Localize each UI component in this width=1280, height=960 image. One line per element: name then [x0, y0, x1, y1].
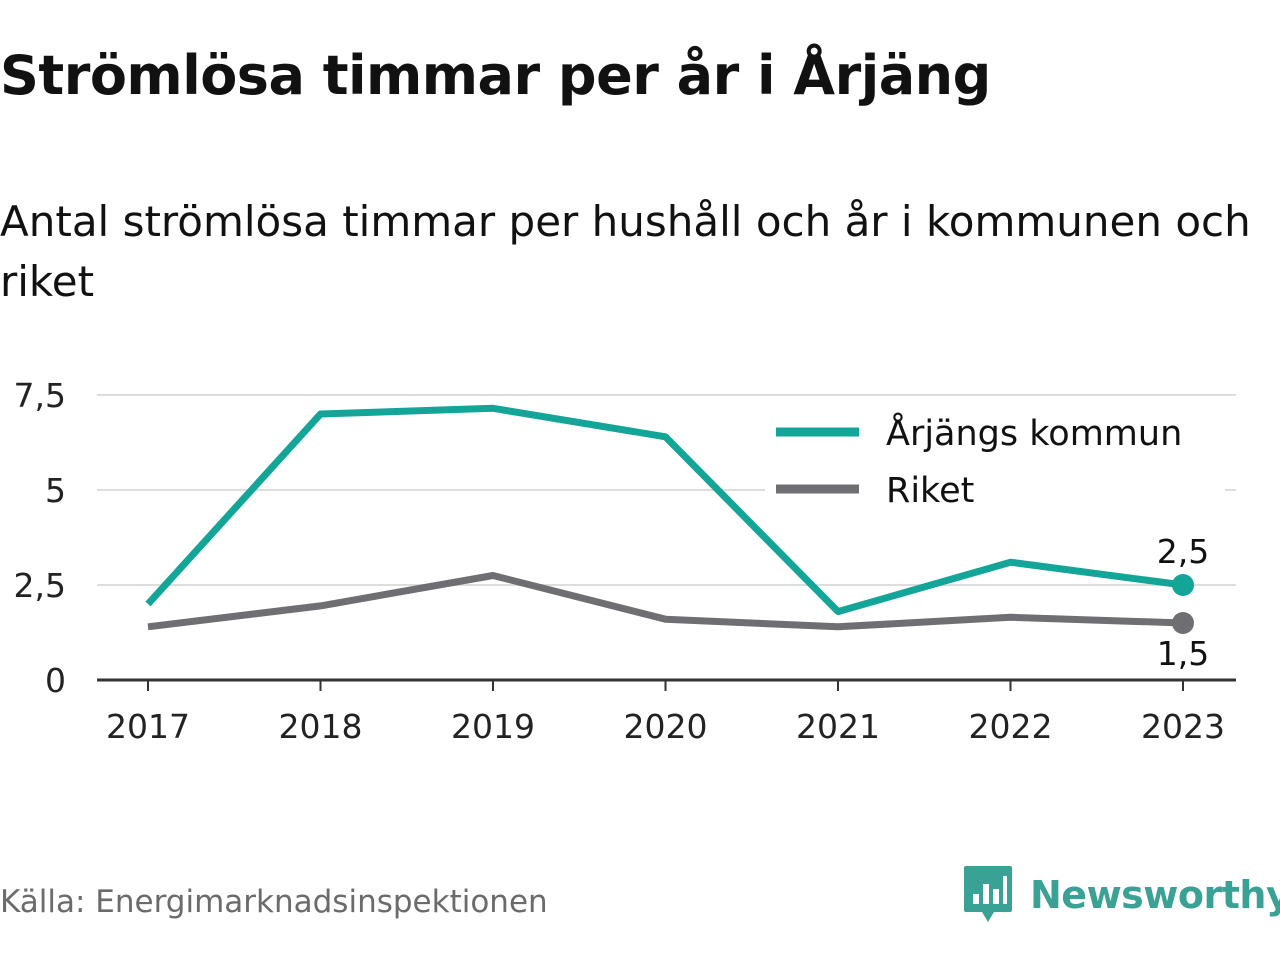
y-tick-label: 7,5 — [14, 376, 66, 415]
y-tick-label: 0 — [45, 661, 66, 700]
newsworthy-logo-icon — [964, 866, 1012, 922]
legend-background — [765, 398, 1225, 520]
brand-name: Newsworthy — [1030, 873, 1280, 917]
y-tick-label: 5 — [45, 471, 66, 510]
series-end-point — [1172, 574, 1194, 596]
x-tick-label: 2017 — [106, 707, 190, 746]
data-label: 2,5 — [1157, 532, 1209, 571]
chart-title: Strömlösa timmar per år i Årjäng — [0, 44, 991, 107]
x-tick-label: 2021 — [796, 707, 880, 746]
series-end-point — [1172, 612, 1194, 634]
brand-logo[interactable]: Newsworthy — [962, 862, 1280, 928]
x-tick-label: 2022 — [969, 707, 1053, 746]
legend-label: Årjängs kommun — [886, 411, 1182, 454]
chart-subtitle: Antal strömlösa timmar per hushåll och å… — [0, 197, 1251, 306]
legend-label: Riket — [886, 471, 974, 511]
data-label: 1,5 — [1157, 634, 1209, 673]
source-note: Källa: Energimarknadsinspektionen — [0, 884, 548, 920]
x-tick-label: 2020 — [624, 707, 708, 746]
x-tick-label: 2023 — [1141, 707, 1225, 746]
x-tick-label: 2019 — [451, 707, 535, 746]
series-line-årjängs-kommun — [145, 404, 1184, 616]
y-tick-label: 2,5 — [14, 566, 66, 605]
x-tick-label: 2018 — [279, 707, 363, 746]
series-line-riket — [147, 572, 1184, 631]
